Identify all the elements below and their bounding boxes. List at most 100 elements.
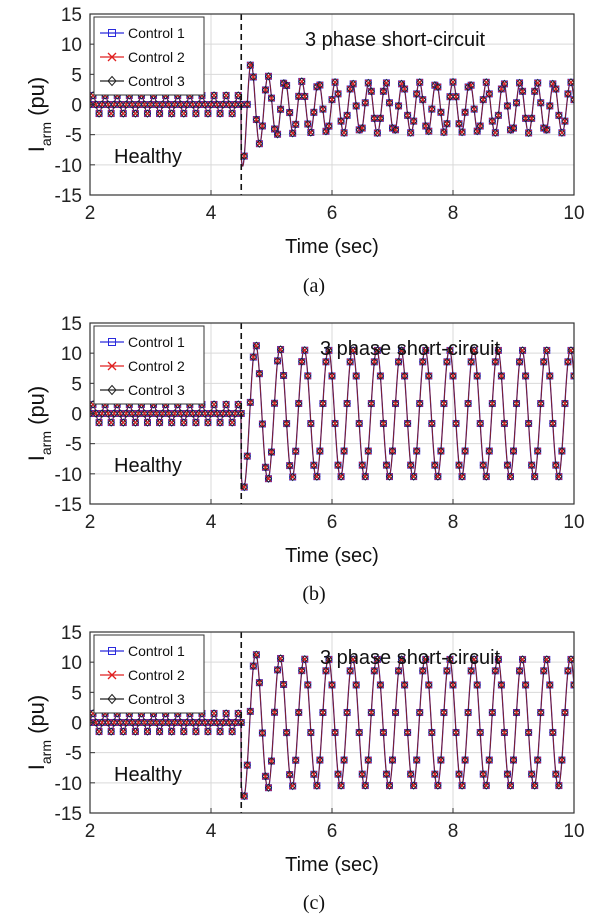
marker-control-2 (482, 473, 490, 480)
marker-control-3 (419, 357, 427, 367)
marker-control-3 (222, 91, 230, 100)
marker-control-2 (416, 78, 424, 86)
marker-control-2 (292, 447, 300, 455)
marker-control-2 (425, 127, 433, 135)
marker-control-2 (159, 410, 167, 417)
marker-control-3 (567, 655, 574, 664)
marker-control-3 (509, 446, 518, 456)
marker-control-3 (458, 127, 466, 137)
marker-control-3 (204, 418, 212, 427)
marker-control-3 (325, 346, 333, 355)
marker-control-2 (570, 681, 574, 689)
marker-control-2 (395, 358, 402, 366)
marker-control-3 (131, 418, 139, 427)
marker-control-2 (316, 447, 324, 455)
marker-control-3 (543, 346, 551, 355)
marker-control-3 (546, 680, 554, 690)
marker-control-2 (228, 110, 236, 117)
marker-control-3 (482, 78, 490, 87)
marker-control-2 (168, 728, 176, 735)
marker-control-2 (482, 782, 490, 789)
marker-control-2 (428, 105, 436, 113)
marker-control-2 (265, 475, 272, 483)
marker-control-3 (476, 419, 484, 428)
marker-control-2 (104, 410, 112, 417)
marker-control-3 (180, 727, 188, 736)
marker-control-3 (482, 472, 490, 481)
marker-control-3 (92, 409, 100, 418)
marker-control-3 (428, 419, 436, 428)
marker-control-2 (525, 129, 533, 137)
marker-control-3 (528, 460, 536, 470)
marker-control-2 (340, 129, 348, 137)
marker-control-2 (407, 461, 415, 469)
marker-control-2 (219, 719, 227, 726)
marker-control-3 (159, 718, 167, 727)
marker-control-3 (234, 400, 242, 409)
marker-control-2 (494, 656, 502, 663)
marker-control-2 (189, 719, 197, 726)
marker-control-2 (231, 101, 239, 108)
marker-control-2 (392, 400, 399, 407)
series-layer (90, 341, 574, 492)
marker-control-3 (225, 409, 233, 418)
annotation-healthy: Healthy (114, 146, 182, 168)
marker-control-2 (431, 770, 439, 778)
marker-control-2 (428, 729, 436, 736)
marker-control-2 (307, 420, 315, 427)
y-tick-label: -10 (55, 774, 82, 795)
marker-control-2 (419, 358, 427, 366)
marker-control-3 (546, 101, 554, 111)
marker-control-2 (507, 473, 514, 480)
marker-control-2 (543, 656, 551, 663)
x-tick-label: 2 (85, 512, 96, 533)
marker-control-3 (404, 728, 412, 737)
marker-control-2 (413, 756, 421, 764)
marker-control-3 (180, 418, 188, 427)
marker-control-3 (346, 666, 354, 676)
marker-control-2 (307, 729, 315, 736)
marker-control-3 (276, 345, 285, 354)
marker-control-2 (501, 729, 508, 736)
marker-control-2 (361, 473, 369, 480)
marker-control-2 (156, 110, 163, 117)
marker-control-3 (470, 104, 478, 114)
marker-control-3 (479, 95, 487, 104)
marker-control-3 (134, 409, 142, 418)
marker-control-3 (119, 418, 127, 427)
marker-control-2 (183, 101, 191, 108)
marker-control-2 (383, 461, 390, 469)
marker-control-2 (543, 347, 551, 354)
marker-control-2 (337, 782, 345, 790)
marker-control-2 (485, 756, 493, 764)
marker-control-3 (222, 709, 230, 718)
annotation-healthy: Healthy (114, 455, 182, 477)
y-tick-label: -10 (55, 465, 82, 486)
marker-control-3 (455, 119, 463, 128)
y-axis-label-unit: (pu) (24, 386, 49, 431)
marker-control-3 (534, 755, 542, 765)
marker-control-2 (513, 400, 520, 407)
marker-control-2 (131, 419, 139, 426)
marker-control-2 (313, 473, 321, 481)
marker-control-3 (165, 409, 173, 418)
marker-control-3 (531, 87, 539, 96)
marker-control-3 (152, 409, 161, 418)
marker-control-2 (497, 681, 505, 689)
marker-control-3 (515, 666, 524, 676)
marker-control-3 (401, 680, 409, 690)
marker-control-2 (440, 400, 448, 407)
marker-control-2 (292, 756, 300, 764)
marker-control-3 (458, 472, 466, 481)
marker-control-2 (134, 101, 142, 108)
marker-control-2 (528, 461, 536, 469)
marker-control-2 (461, 756, 469, 764)
y-axis-label-unit: (pu) (24, 695, 49, 740)
marker-control-2 (204, 419, 212, 426)
marker-control-3 (491, 128, 499, 137)
y-axis-label-sub: arm (38, 122, 54, 146)
marker-control-2 (331, 420, 339, 427)
marker-control-2 (343, 111, 351, 119)
marker-control-2 (416, 400, 424, 407)
marker-control-2 (292, 120, 300, 128)
